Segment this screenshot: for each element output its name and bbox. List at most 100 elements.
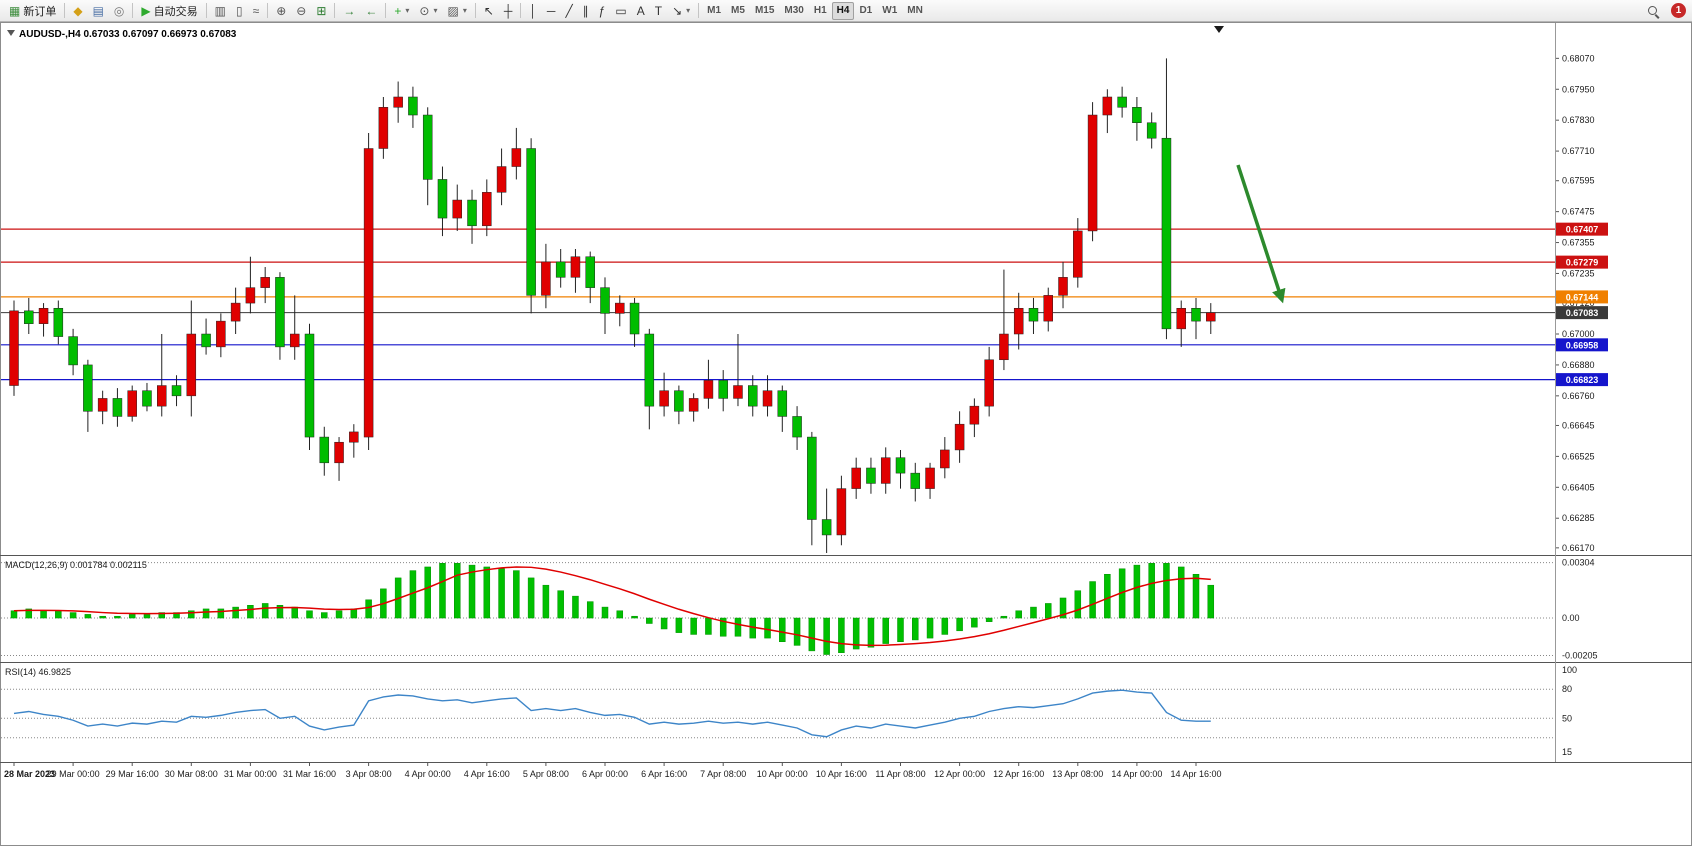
svg-text:29 Mar 16:00: 29 Mar 16:00 <box>106 769 159 779</box>
svg-text:12 Apr 00:00: 12 Apr 00:00 <box>934 769 985 779</box>
bar-chart-icon: ▥ <box>214 3 226 18</box>
horizontal-line-0.67279[interactable]: 0.67279 <box>1 255 1608 269</box>
text-label-icon: T <box>654 3 663 18</box>
svg-text:0.67950: 0.67950 <box>1562 84 1595 94</box>
text-icon: A <box>636 3 645 18</box>
svg-text:0.66525: 0.66525 <box>1562 451 1595 461</box>
market-watch-button[interactable]: ◆ <box>68 2 87 20</box>
trendline-button[interactable]: ╱ <box>560 2 577 20</box>
svg-text:6 Apr 16:00: 6 Apr 16:00 <box>641 769 687 779</box>
line-chart-button[interactable]: ≈ <box>248 2 265 20</box>
price-badge: 0.67407 <box>1556 222 1608 236</box>
new-order-button[interactable]: ▦ 新订单 <box>4 2 61 20</box>
indicators-button[interactable]: + ▾ <box>389 2 414 20</box>
auto-scroll-button[interactable]: → <box>338 2 360 20</box>
fibonacci-icon: ƒ <box>598 3 606 18</box>
notification-badge[interactable]: 1 <box>1671 3 1686 18</box>
new-order-button-label: 新订单 <box>23 5 57 18</box>
svg-text:11 Apr 08:00: 11 Apr 08:00 <box>875 769 925 779</box>
timeframe-m5-button[interactable]: M5 <box>731 5 745 16</box>
svg-text:0.66285: 0.66285 <box>1562 513 1595 523</box>
shapes-button[interactable]: ▭ <box>610 2 631 20</box>
svg-text:10 Apr 16:00: 10 Apr 16:00 <box>816 769 867 779</box>
trend-arrow-annotation[interactable] <box>1236 164 1286 304</box>
svg-text:0.67083: 0.67083 <box>1566 308 1599 318</box>
timeframe-m1-button[interactable]: M1 <box>707 5 722 16</box>
rsi-panel: 100 80 50 15 RSI(14) 46.9825 <box>1 665 1577 757</box>
tile-windows-button[interactable]: ⊞ <box>311 2 331 20</box>
horizontal-line-0.66823[interactable]: 0.66823 <box>1 373 1608 387</box>
candlestick-chart-button[interactable]: ▯ <box>231 2 248 20</box>
timeframe-h4-button[interactable]: H4 <box>831 1 855 20</box>
market-watch-icon: ◆ <box>73 3 83 18</box>
vertical-line-button[interactable]: │ <box>524 2 542 20</box>
chart-collapse-icon[interactable] <box>7 30 15 36</box>
rsi-line <box>13 689 1211 738</box>
indicators-icon: + <box>394 3 402 18</box>
svg-text:0.00304: 0.00304 <box>1562 558 1595 568</box>
chevron-down-icon: ▾ <box>433 6 438 15</box>
search-icon <box>1646 4 1660 18</box>
timeframe-m15-button[interactable]: M15 <box>754 5 775 16</box>
svg-text:-0.00205: -0.00205 <box>1562 650 1598 660</box>
periods-button[interactable]: ⊙ ▾ <box>414 2 442 20</box>
svg-text:0.66645: 0.66645 <box>1562 420 1595 430</box>
svg-text:0.68070: 0.68070 <box>1562 53 1595 63</box>
svg-text:28 Mar 2023: 28 Mar 2023 <box>4 769 55 779</box>
toolbar-right: 1 <box>1641 2 1688 20</box>
horizontal-line-button[interactable]: ─ <box>542 2 561 20</box>
timeframe-h1-button[interactable]: H1 <box>813 5 827 16</box>
candlestick-chart-icon: ▯ <box>235 3 243 18</box>
bar-chart-button[interactable]: ▥ <box>210 2 231 20</box>
toolbar-separator <box>385 3 387 18</box>
cursor-button[interactable]: ↖ <box>479 2 499 20</box>
chart-area[interactable]: 0.68070 0.67950 0.67830 0.67710 0.67595 0.674… <box>0 22 1692 846</box>
svg-text:0.66760: 0.66760 <box>1562 391 1595 401</box>
zoom-in-icon: ⊕ <box>276 3 287 18</box>
svg-text:0.67830: 0.67830 <box>1562 115 1595 125</box>
channel-button[interactable]: ∥ <box>578 2 594 20</box>
text-button[interactable]: A <box>632 2 650 20</box>
zoom-out-button[interactable]: ⊖ <box>291 2 311 20</box>
timeframe-d1-button[interactable]: D1 <box>859 5 873 16</box>
auto-scroll-icon: → <box>343 3 356 18</box>
chevron-down-icon: ▾ <box>462 6 467 15</box>
horizontal-line-icon: ─ <box>546 3 556 18</box>
fibonacci-button[interactable]: ƒ <box>594 2 611 20</box>
svg-text:0.67235: 0.67235 <box>1562 268 1595 278</box>
chart-shift-icon: ← <box>365 3 378 18</box>
arrows-button[interactable]: ↘ ▾ <box>667 2 695 20</box>
templates-icon: ▨ <box>447 3 459 18</box>
timeframe-mn-button[interactable]: MN <box>907 5 923 16</box>
svg-text:31 Mar 16:00: 31 Mar 16:00 <box>283 769 336 779</box>
toolbar: ▦ 新订单 ◆ ▤ ◎ ▶ 自动交易 ▥ ▯ ≈ ⊕ ⊖ ⊞ → ← + ▾ ⊙ ▾ ▨ ▾ ↖ ┼ │ ─ ╱ ∥ ƒ ▭ A T ↘ ▾ M1… <box>0 0 1692 22</box>
svg-text:0.66405: 0.66405 <box>1562 482 1595 492</box>
chevron-down-icon: ▾ <box>686 6 691 15</box>
toolbar-separator <box>267 3 269 18</box>
timeframe-m30-button[interactable]: M30 <box>784 5 804 16</box>
bid-price-line-0.67083[interactable]: 0.67083 <box>1 306 1608 320</box>
search-button[interactable] <box>1641 2 1665 20</box>
zoom-in-button[interactable]: ⊕ <box>271 2 291 20</box>
timeframe-w1-button[interactable]: W1 <box>882 5 898 16</box>
horizontal-line-0.67407[interactable]: 0.67407 <box>1 222 1608 236</box>
templates-button[interactable]: ▨ ▾ <box>442 2 471 20</box>
data-window-button[interactable]: ▤ <box>88 2 109 20</box>
svg-text:31 Mar 00:00: 31 Mar 00:00 <box>224 769 277 779</box>
horizontal-line-0.67144[interactable]: 0.67144 <box>1 290 1608 304</box>
svg-text:0.00: 0.00 <box>1562 613 1580 623</box>
chart-shift-button[interactable]: ← <box>360 2 382 20</box>
auto-trading-button[interactable]: ▶ 自动交易 <box>136 2 202 20</box>
svg-text:0.66170: 0.66170 <box>1562 543 1595 553</box>
text-label-button[interactable]: T <box>650 2 667 20</box>
channel-icon: ∥ <box>582 3 589 18</box>
navigator-button[interactable]: ◎ <box>109 2 129 20</box>
svg-text:30 Mar 08:00: 30 Mar 08:00 <box>165 769 218 779</box>
crosshair-icon: ┼ <box>503 3 513 18</box>
horizontal-line-0.66958[interactable]: 0.66958 <box>1 338 1608 352</box>
crosshair-button[interactable]: ┼ <box>499 2 518 20</box>
svg-text:100: 100 <box>1562 665 1577 675</box>
svg-text:0.66958: 0.66958 <box>1566 340 1599 350</box>
last-bar-marker <box>1214 26 1224 33</box>
